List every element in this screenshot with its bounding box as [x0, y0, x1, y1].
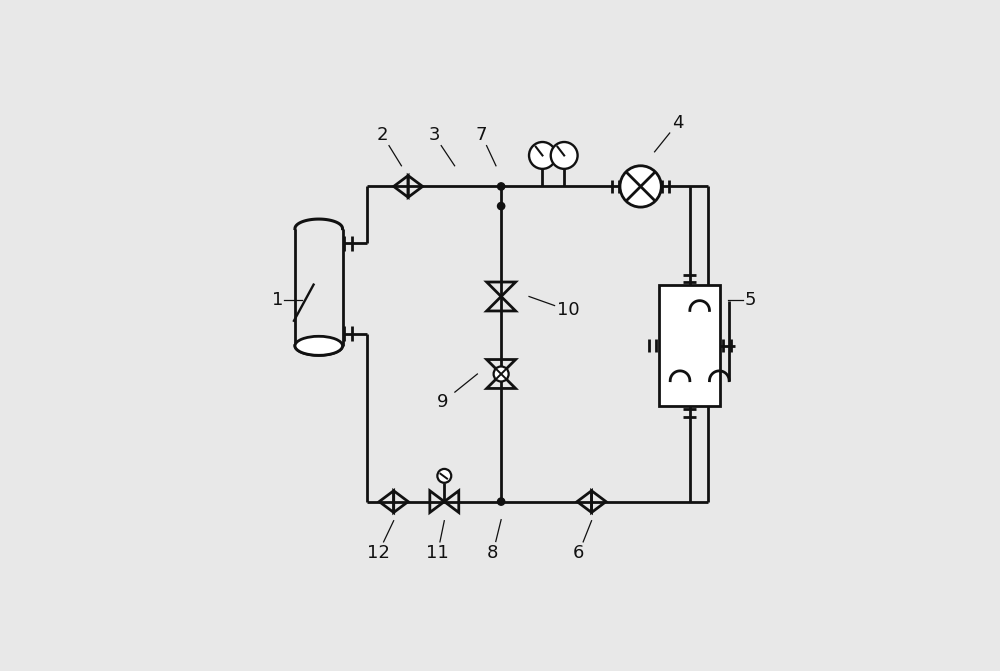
- Circle shape: [437, 469, 451, 483]
- Circle shape: [529, 142, 556, 169]
- Circle shape: [498, 183, 505, 190]
- Text: 11: 11: [426, 544, 449, 562]
- Circle shape: [498, 203, 505, 209]
- Circle shape: [620, 166, 661, 207]
- Text: 9: 9: [437, 393, 448, 411]
- Text: 3: 3: [428, 125, 440, 144]
- Text: 6: 6: [573, 544, 584, 562]
- Circle shape: [494, 366, 509, 382]
- Text: 5: 5: [744, 291, 756, 309]
- Text: 1: 1: [272, 291, 283, 309]
- Text: 2: 2: [377, 125, 388, 144]
- Text: 10: 10: [557, 301, 580, 319]
- Text: 4: 4: [672, 114, 684, 132]
- Circle shape: [551, 142, 578, 169]
- Circle shape: [498, 498, 505, 505]
- Text: 8: 8: [487, 544, 499, 562]
- Ellipse shape: [295, 336, 343, 356]
- Text: 7: 7: [476, 125, 487, 144]
- Bar: [659, 285, 720, 406]
- Text: 12: 12: [367, 544, 390, 562]
